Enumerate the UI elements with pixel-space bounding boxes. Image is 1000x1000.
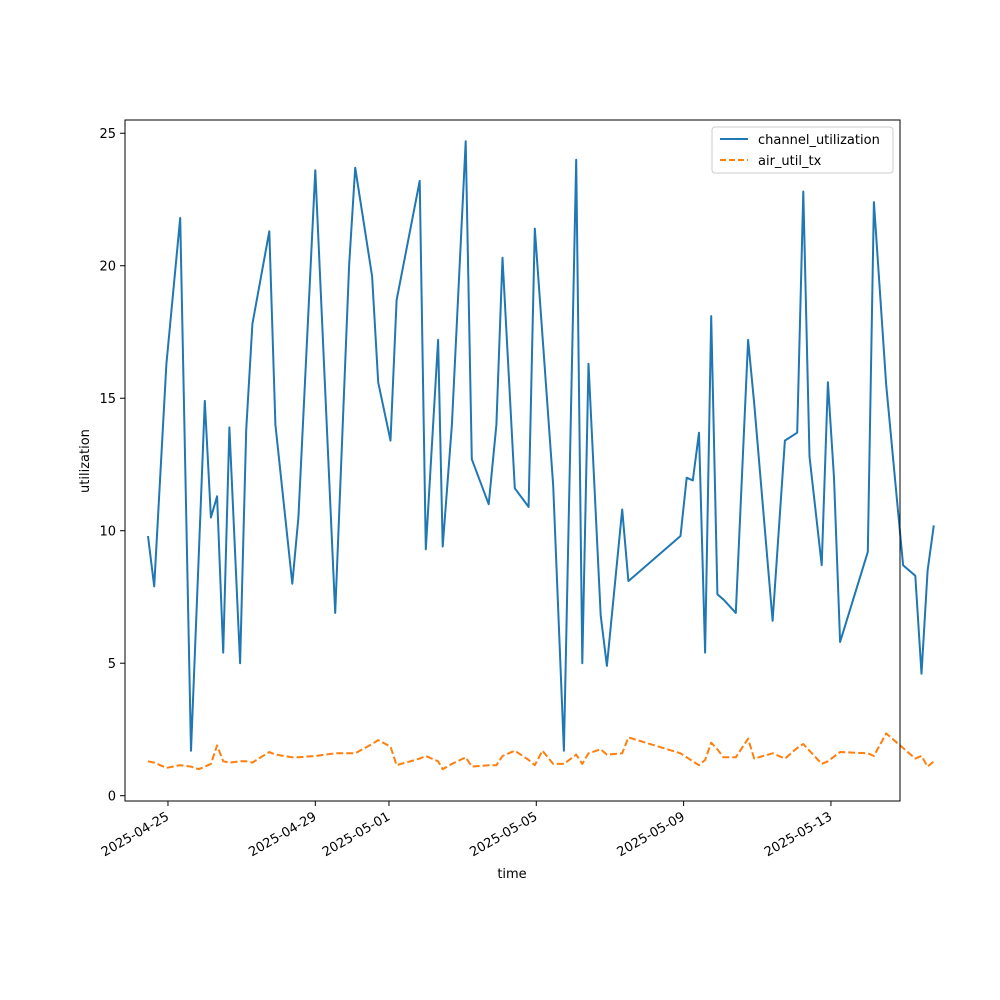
series-layer: [147, 140, 935, 771]
x-axis: 2025-04-25 2025-04-29 2025-05-01 2025-05-05…: [99, 801, 835, 860]
legend-frame: [711, 126, 894, 174]
x-tick-label: 2025-04-29: [246, 809, 319, 860]
x-tick-label: 2025-05-09: [615, 809, 688, 860]
x-tick-label: 2025-04-25: [99, 809, 172, 860]
y-tick-label: 25: [99, 127, 116, 142]
legend: channel_utilization air_util_tx: [711, 126, 894, 174]
y-tick-label: 15: [99, 392, 116, 407]
y-tick-label: 10: [99, 525, 116, 540]
y-tick-label: 20: [99, 260, 116, 275]
y-axis-label: utilization: [78, 429, 93, 493]
plot-frame: [124, 119, 901, 802]
legend-label-channel-utilization: channel_utilization: [758, 133, 880, 148]
y-tick-label: 0: [108, 790, 116, 805]
x-tick-label: 2025-05-05: [467, 809, 540, 860]
y-axis: 0 5 10 15 20 25: [99, 127, 125, 805]
x-axis-label: time: [497, 867, 526, 882]
legend-label-air-util-tx: air_util_tx: [758, 154, 822, 169]
series-line-air-util-tx: [147, 732, 935, 771]
x-tick-label: 2025-05-01: [320, 809, 393, 860]
y-tick-label: 5: [108, 657, 116, 672]
series-line-channel-utilization: [147, 140, 935, 752]
x-tick-label: 2025-05-13: [762, 809, 835, 860]
